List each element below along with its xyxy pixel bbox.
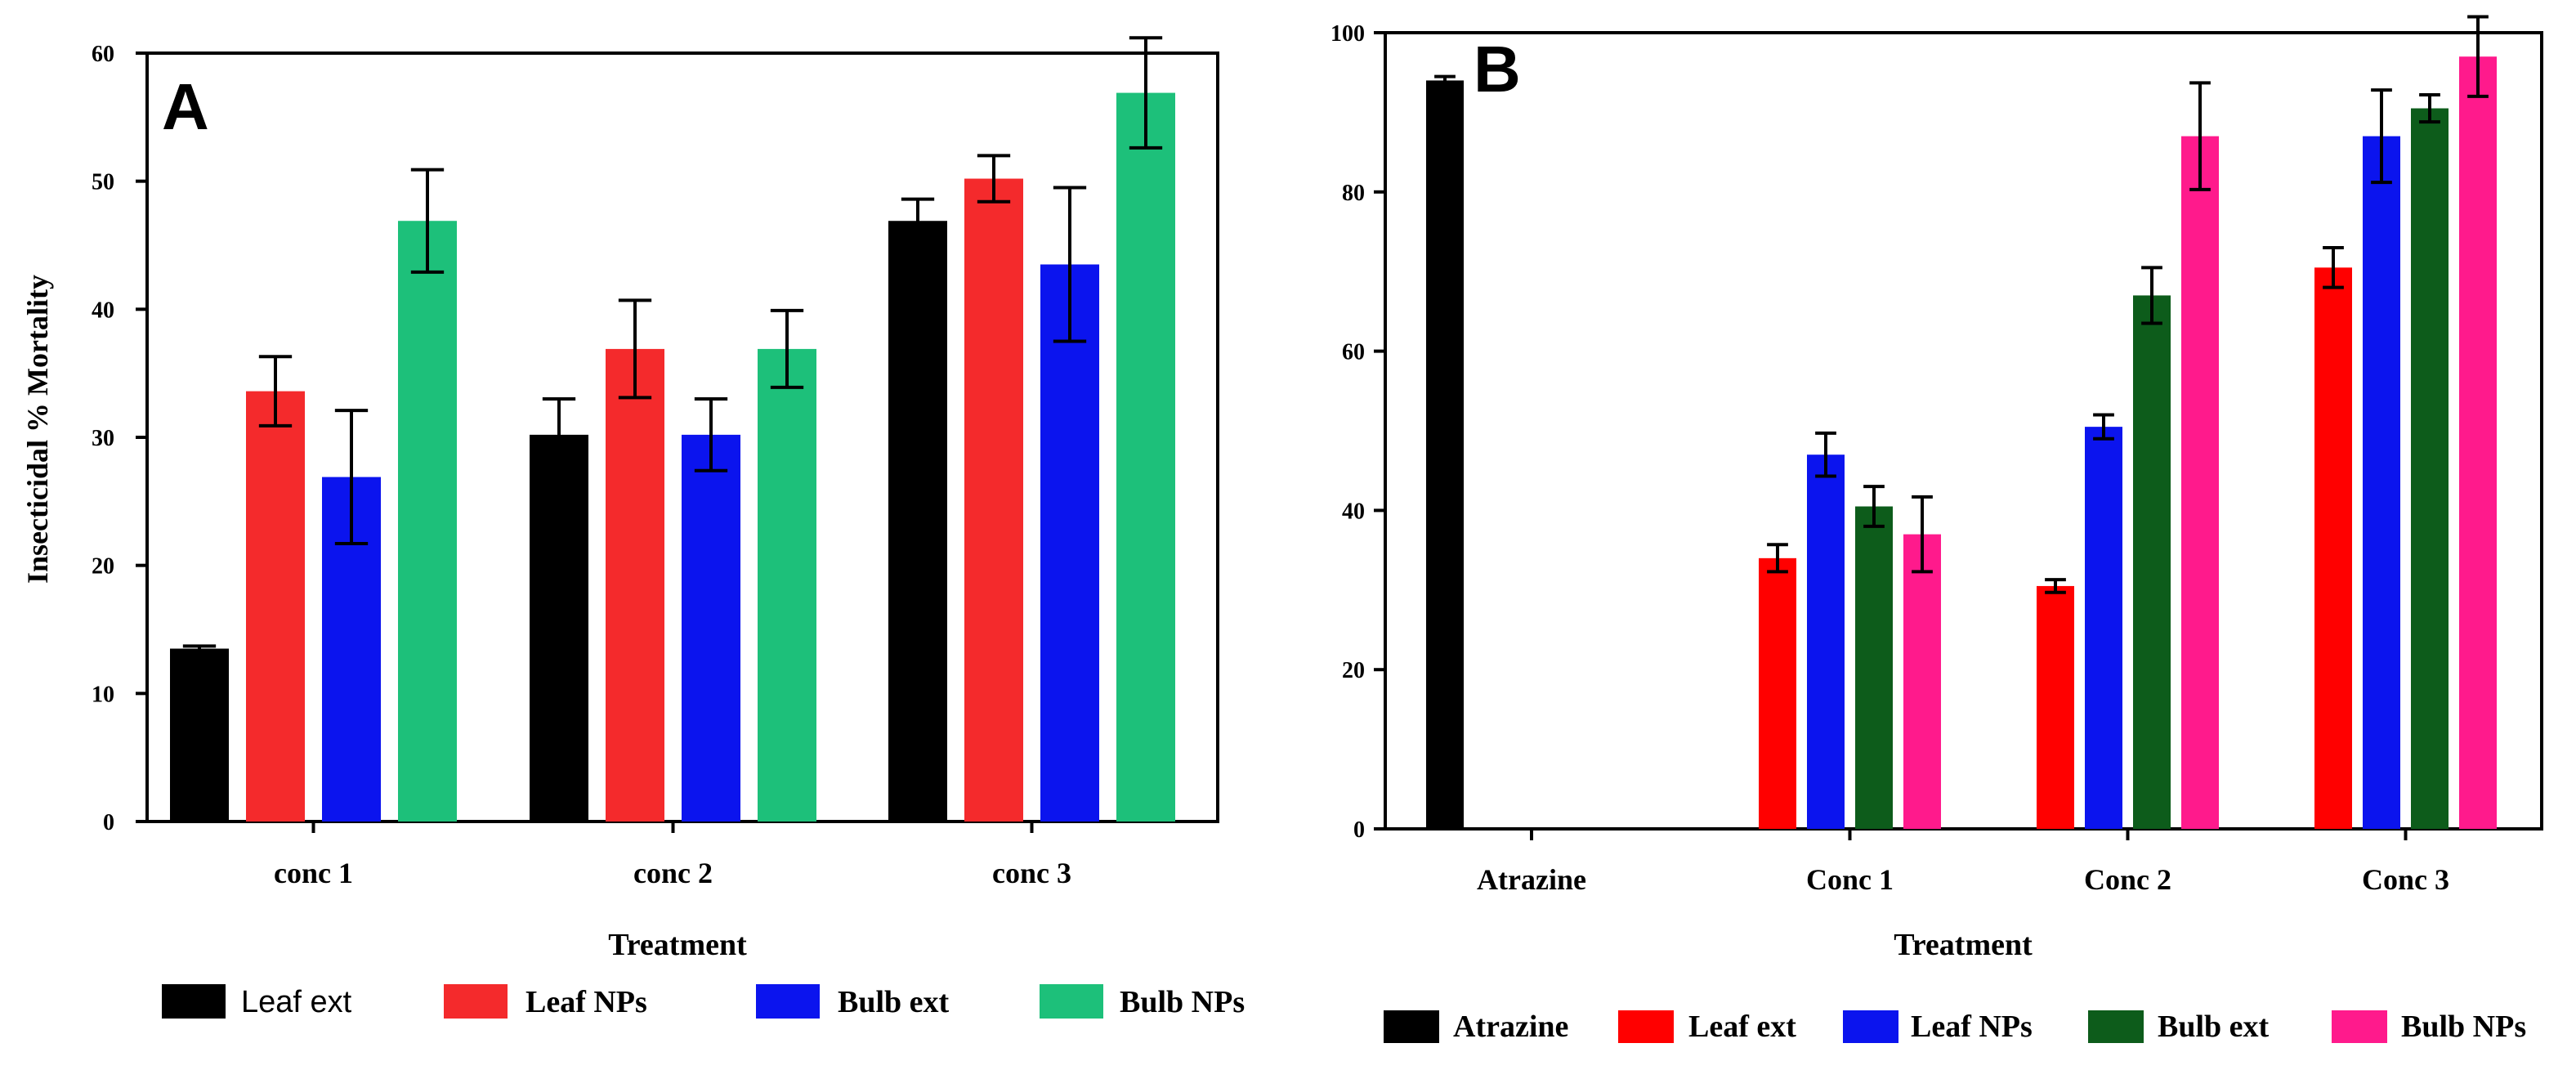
bar-leaf-ext-conc-2 xyxy=(530,434,588,822)
legend-item: Bulb ext xyxy=(756,984,950,1019)
legend-swatch xyxy=(444,984,508,1019)
bar-leaf-ext-conc-3 xyxy=(2314,267,2352,830)
y-tick-label: 40 xyxy=(1342,499,1365,524)
panel-label-b: B xyxy=(1474,33,1521,105)
legend-item: Leaf ext xyxy=(162,984,352,1019)
y-tick-label: 0 xyxy=(1353,817,1365,843)
bar-bulb-nps-conc-2 xyxy=(758,348,816,822)
bar-bulb-nps-conc-2 xyxy=(2181,136,2219,829)
bar-leaf-nps-conc-3 xyxy=(2363,136,2400,829)
bar-leaf-ext-conc-1 xyxy=(1759,557,1796,829)
bar-bulb-nps-conc-1 xyxy=(398,221,457,822)
bar-bulb-ext-conc-2 xyxy=(682,434,740,822)
legend-swatch xyxy=(1618,1010,1674,1043)
legend-swatch xyxy=(1040,984,1103,1019)
legend-swatch xyxy=(1384,1010,1439,1043)
legend-item: Bulb NPs xyxy=(1040,984,1245,1019)
x-tick-label: conc 1 xyxy=(274,857,353,889)
y-tick-label: 30 xyxy=(92,426,114,451)
bar-leaf-nps-conc-2 xyxy=(2085,427,2122,829)
y-tick-label: 60 xyxy=(92,42,114,67)
legend-swatch xyxy=(2088,1010,2144,1043)
y-tick-label: 10 xyxy=(92,682,114,707)
bar-leaf-nps-conc-3 xyxy=(964,178,1023,822)
legend-swatch xyxy=(1843,1010,1898,1043)
legend-item: Bulb ext xyxy=(2088,1010,2270,1044)
legend-swatch xyxy=(756,984,820,1019)
y-tick-label: 100 xyxy=(1330,21,1365,47)
x-tick-label: conc 2 xyxy=(633,857,713,889)
x-tick-label: Conc 2 xyxy=(2084,863,2171,896)
x-tick-label: Atrazine xyxy=(1477,863,1586,896)
legend-label: Bulb ext xyxy=(2158,1010,2270,1044)
legend-label: Leaf NPs xyxy=(525,985,647,1019)
plot-frame-b xyxy=(1384,31,2543,831)
legend-label: Leaf ext xyxy=(1688,1010,1796,1044)
bar-bulb-ext-conc-3 xyxy=(1040,264,1099,822)
bar-leaf-ext-conc-2 xyxy=(2037,585,2074,829)
y-tick-label: 0 xyxy=(103,810,114,835)
y-tick-label: 20 xyxy=(92,554,114,580)
bar-leaf-nps-conc-1 xyxy=(1807,454,1845,829)
legend-item: Leaf NPs xyxy=(444,984,647,1019)
legend-label: Bulb NPs xyxy=(2401,1010,2526,1044)
legend-label: Leaf ext xyxy=(241,985,352,1019)
y-axis-label-a: Insecticidal % Mortality xyxy=(21,275,54,584)
legend-swatch xyxy=(2332,1010,2387,1043)
x-tick-label: conc 3 xyxy=(992,857,1071,889)
y-tick-label: 50 xyxy=(92,170,114,195)
x-axis-label-a: Treatment xyxy=(608,928,747,962)
bar-leaf-nps-conc-2 xyxy=(606,348,664,822)
legend-a: Leaf ext Leaf NPs Bulb ext Bulb NPs xyxy=(162,984,1245,1019)
y-tick-label: 20 xyxy=(1342,658,1365,683)
bar-bulb-ext-conc-3 xyxy=(2411,108,2449,829)
bar-bulb-nps-conc-3 xyxy=(2459,56,2497,830)
bar-bulb-ext-conc-2 xyxy=(2133,295,2171,829)
legend-label: Leaf NPs xyxy=(1911,1010,2033,1044)
chart-panel-a: A Treatment Insecticidal % Mortality 0 10… xyxy=(21,36,1245,1019)
legend-item: Atrazine xyxy=(1384,1010,1568,1044)
legend-item: Leaf ext xyxy=(1618,1010,1796,1044)
x-axis-label-b: Treatment xyxy=(1894,928,2033,962)
x-tick-label: Conc 1 xyxy=(1806,863,1894,896)
chart-panel-b: B Treatment 0 20 40 60 80 100 Atrazine Conc 1 Co… xyxy=(1330,15,2543,1044)
legend-label: Bulb ext xyxy=(838,985,950,1019)
y-tick-label: 40 xyxy=(92,298,114,323)
bar-bulb-nps-conc-3 xyxy=(1116,92,1175,822)
y-tick-label: 80 xyxy=(1342,181,1365,206)
y-tick-label: 60 xyxy=(1342,340,1365,365)
legend-item: Bulb NPs xyxy=(2332,1010,2526,1044)
bar-leaf-ext-conc-3 xyxy=(888,221,947,822)
bar-atrazine-atrazine xyxy=(1426,80,1464,829)
panel-label-a: A xyxy=(162,70,209,143)
legend-swatch xyxy=(162,984,226,1019)
x-tick-label: Conc 3 xyxy=(2362,863,2449,896)
legend-label: Bulb NPs xyxy=(1120,985,1245,1019)
legend-b: Atrazine Leaf ext Leaf NPs Bulb ext Bulb NPs xyxy=(1384,1010,2526,1044)
bar-bulb-ext-conc-1 xyxy=(1855,506,1893,829)
bar-leaf-ext-conc-1 xyxy=(170,648,229,822)
bar-bulb-nps-conc-1 xyxy=(1903,534,1941,829)
legend-label: Atrazine xyxy=(1453,1010,1568,1044)
bar-leaf-nps-conc-1 xyxy=(246,391,305,822)
legend-item: Leaf NPs xyxy=(1843,1010,2033,1044)
